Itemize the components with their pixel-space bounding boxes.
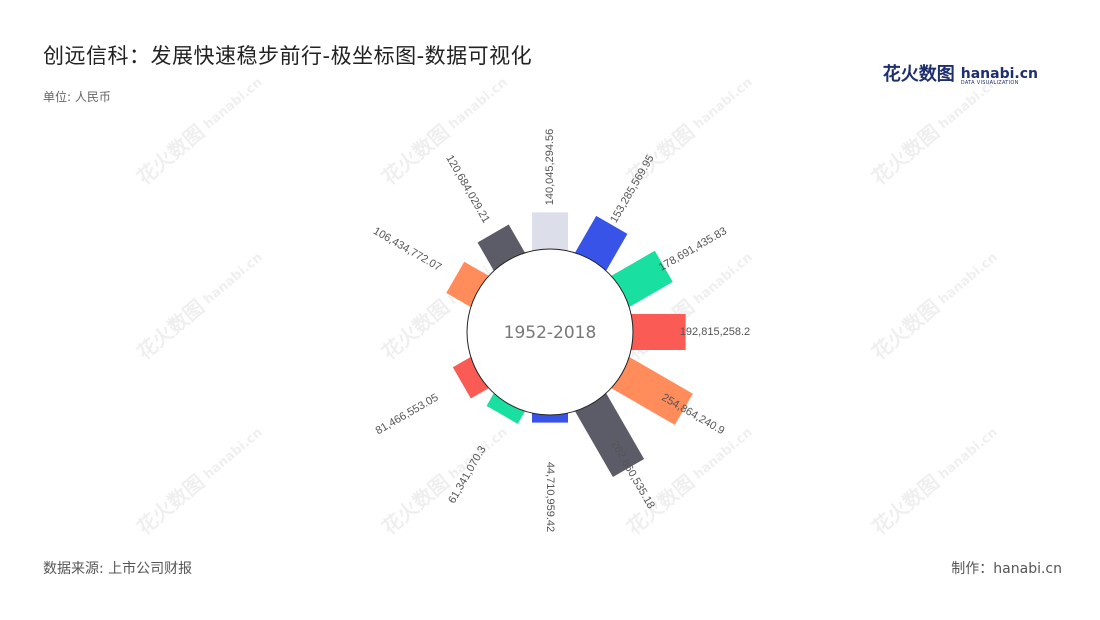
bar-value-label: 140,045,294.56 [544,129,556,205]
bar-value-label: 178,691,435.83 [657,225,729,274]
polar-bar [607,354,693,425]
svg-text:hanabi.cn: hanabi.cn [936,425,1001,483]
bar-value-label: 192,815,258.2 [680,326,750,338]
svg-text:花火数图: 花火数图 [132,295,209,365]
svg-text:hanabi.cn: hanabi.cn [691,425,756,483]
bar-value-label: 120,684,029.21 [443,153,492,225]
svg-text:hanabi.cn: hanabi.cn [201,75,266,133]
maker-credit: 制作：hanabi.cn [951,561,1062,577]
svg-text:hanabi.cn: hanabi.cn [691,75,756,133]
polar-bar [452,354,493,399]
polar-bar [486,389,528,424]
bar-value-label: 44,710,959.42 [544,462,556,532]
brand-logo: 花火数图 hanabi.cn DATA VISUALIZATION [883,60,1038,86]
svg-text:hanabi.cn: hanabi.cn [201,250,266,308]
svg-text:花火数图: 花火数图 [867,295,944,365]
center-label: 1952-2018 [504,323,597,343]
svg-text:花火数图: 花火数图 [867,470,944,540]
polar-bar [532,212,568,255]
svg-text:花火数图: 花火数图 [132,120,209,190]
center-circle [466,248,634,416]
svg-text:hanabi.cn: hanabi.cn [936,75,1001,133]
svg-text:花火数图: 花火数图 [377,470,454,540]
data-source: 数据来源: 上市公司财报 [43,561,193,577]
logo-cn-text: 花火数图 [882,64,955,85]
chart-title: 创远信科：发展快速稳步前行-极坐标图-数据可视化 [43,44,533,68]
bar-value-label: 106,434,772.07 [371,225,443,274]
logo-en-block: hanabi.cn DATA VISUALIZATION [961,67,1038,86]
svg-text:花火数图: 花火数图 [867,120,944,190]
svg-text:hanabi.cn: hanabi.cn [201,425,266,483]
svg-text:花火数图: 花火数图 [132,470,209,540]
svg-text:花火数图: 花火数图 [377,120,454,190]
svg-text:hanabi.cn: hanabi.cn [446,75,511,133]
unit-label: 单位: 人民币 [43,90,111,104]
svg-text:hanabi.cn: hanabi.cn [936,250,1001,308]
bar-value-label: 81,466,553.05 [374,392,441,438]
svg-text:hanabi.cn: hanabi.cn [691,250,756,308]
logo-en-sub: DATA VISUALIZATION [960,80,1019,86]
logo-en-text: hanabi.cn [960,66,1038,82]
polar-bar [626,314,686,350]
polar-bar [572,389,645,477]
svg-text:花火数图: 花火数图 [377,295,454,365]
